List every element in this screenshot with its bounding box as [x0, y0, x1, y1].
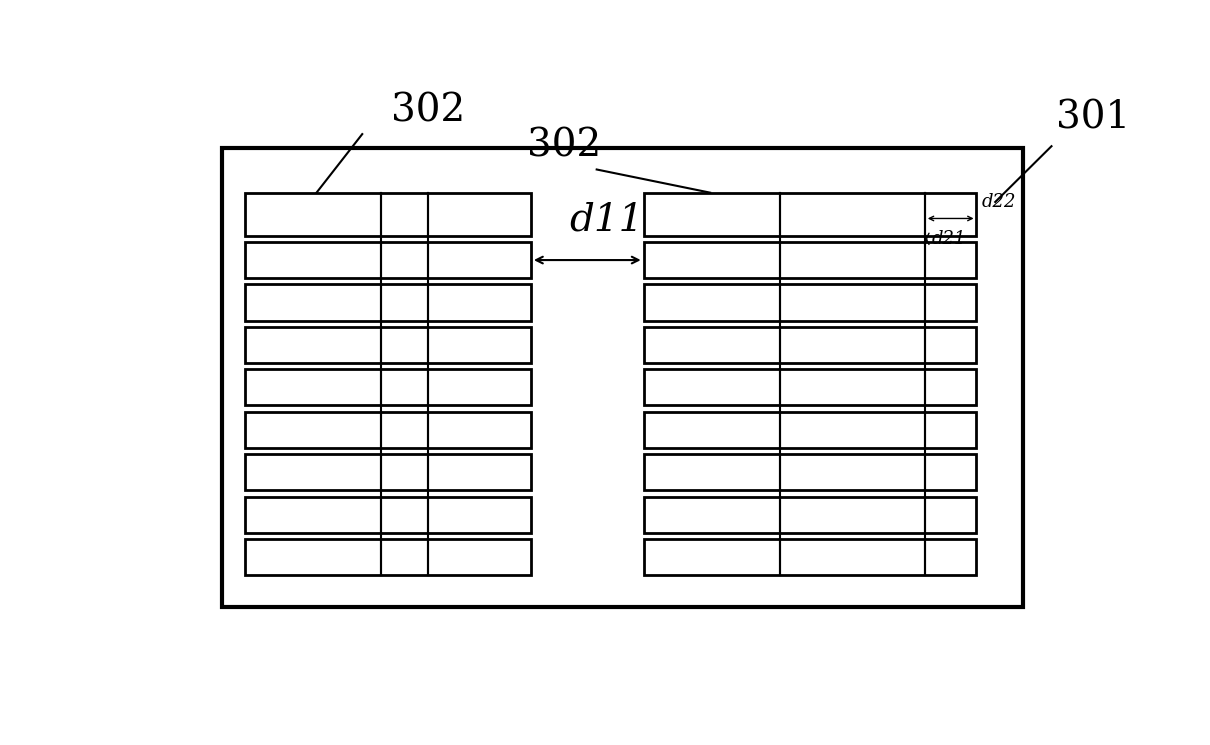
Bar	[644, 370, 976, 405]
Bar	[244, 539, 531, 575]
Bar	[644, 242, 976, 278]
Bar	[244, 454, 531, 490]
Bar	[644, 193, 976, 235]
Bar	[244, 327, 531, 363]
Text: d11: d11	[569, 201, 644, 238]
Text: 301: 301	[1056, 100, 1130, 137]
Bar	[644, 497, 976, 533]
Bar	[244, 412, 531, 448]
Text: d21: d21	[932, 230, 966, 248]
Bar	[644, 285, 976, 320]
Bar	[244, 285, 531, 320]
Bar	[644, 327, 976, 363]
Text: 302: 302	[526, 128, 601, 165]
Text: 302: 302	[391, 92, 465, 130]
Bar	[244, 242, 531, 278]
Bar	[221, 148, 1024, 607]
Bar	[244, 497, 531, 533]
Bar	[644, 412, 976, 448]
Bar	[644, 539, 976, 575]
Bar	[244, 193, 531, 235]
Text: d22: d22	[981, 193, 1015, 211]
Bar	[644, 454, 976, 490]
Bar	[244, 370, 531, 405]
